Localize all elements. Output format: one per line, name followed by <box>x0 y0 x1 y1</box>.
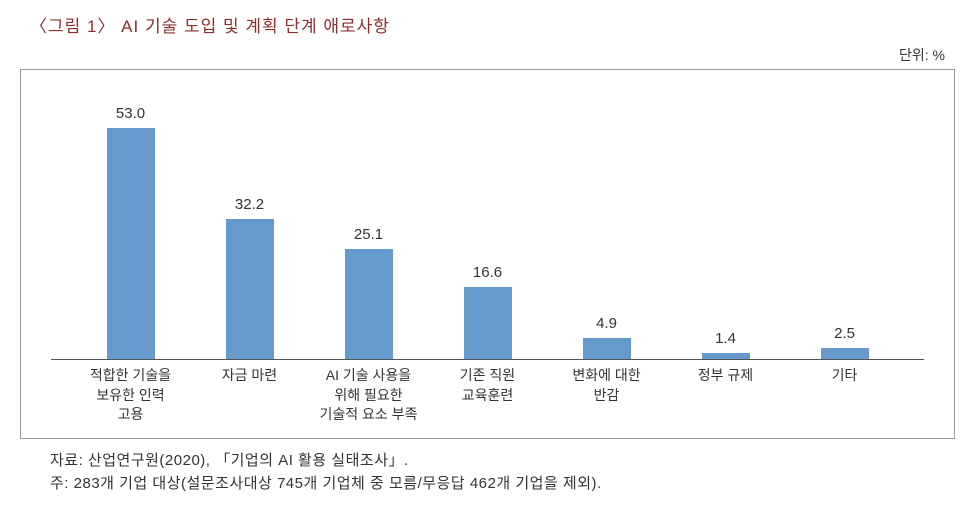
bar-column: 2.5 <box>790 325 900 359</box>
bar-rect <box>583 338 631 359</box>
bar-value: 1.4 <box>715 330 736 347</box>
bar-column: 25.1 <box>314 226 424 359</box>
footnote-source: 자료: 산업연구원(2020), 「기업의 AI 활용 실태조사」. <box>50 449 955 470</box>
bar-rect <box>226 219 274 360</box>
unit-label: 단위: % <box>20 45 955 65</box>
bar-column: 53.0 <box>76 105 186 359</box>
footnotes: 자료: 산업연구원(2020), 「기업의 AI 활용 실태조사」. 주: 28… <box>50 449 955 493</box>
chart-container: 53.0 32.2 25.1 16.6 4.9 1.4 2.5 적합한 기술을 보유한 인력… <box>20 69 955 439</box>
bar-rect <box>821 348 869 359</box>
bar-column: 1.4 <box>671 330 781 359</box>
bar-column: 4.9 <box>552 315 662 359</box>
bar-label: 자금 마련 <box>195 366 305 425</box>
bar-label: 기타 <box>790 366 900 425</box>
labels-row: 적합한 기술을 보유한 인력 고용자금 마련AI 기술 사용을 위해 필요한 기… <box>51 360 924 425</box>
bar-value: 4.9 <box>596 315 617 332</box>
bar-value: 32.2 <box>235 196 264 213</box>
bar-label: AI 기술 사용을 위해 필요한 기술적 요소 부족 <box>314 366 424 425</box>
bar-label: 변화에 대한 반감 <box>552 366 662 425</box>
bar-column: 32.2 <box>195 196 305 360</box>
bar-label: 적합한 기술을 보유한 인력 고용 <box>76 366 186 425</box>
bar-rect <box>345 249 393 359</box>
bar-value: 16.6 <box>473 264 502 281</box>
figure-title: 〈그림 1〉 AI 기술 도입 및 계획 단계 애로사항 <box>30 12 955 37</box>
bars-area: 53.0 32.2 25.1 16.6 4.9 1.4 2.5 <box>51 90 924 360</box>
bar-rect <box>464 287 512 359</box>
footnote-note: 주: 283개 기업 대상(설문조사대상 745개 기업체 중 모름/무응답 4… <box>50 472 955 493</box>
bar-value: 2.5 <box>834 325 855 342</box>
bar-rect <box>107 128 155 359</box>
bar-value: 25.1 <box>354 226 383 243</box>
bar-rect <box>702 353 750 359</box>
bar-label: 기존 직원 교육훈련 <box>433 366 543 425</box>
bar-label: 정부 규제 <box>671 366 781 425</box>
bar-column: 16.6 <box>433 264 543 359</box>
bar-value: 53.0 <box>116 105 145 122</box>
